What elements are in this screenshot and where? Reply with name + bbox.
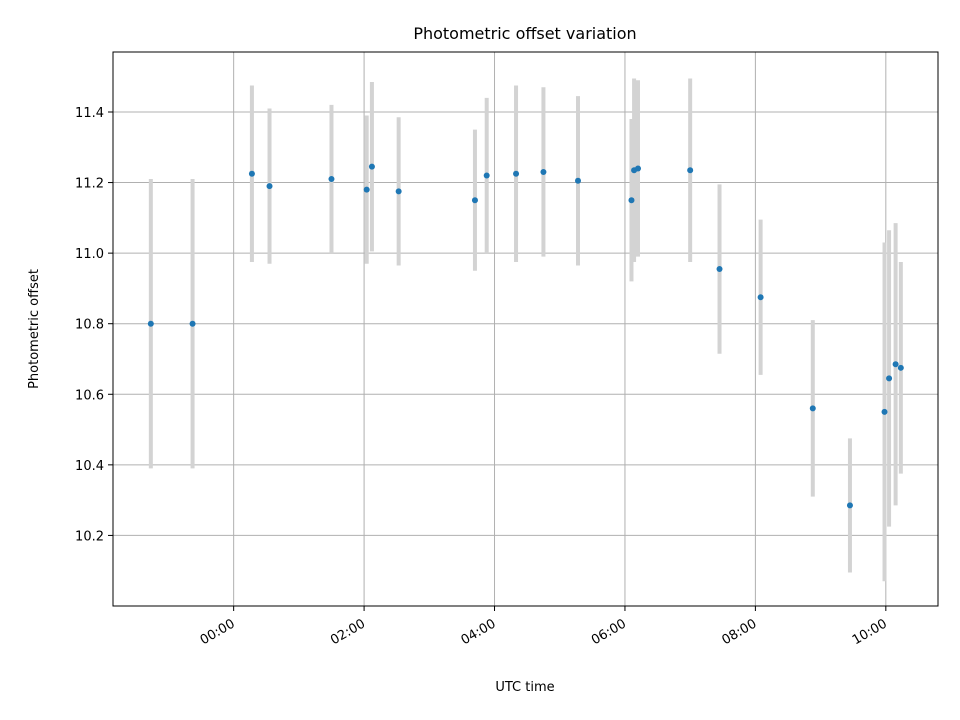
data-point [635, 165, 641, 172]
data-point [897, 364, 904, 371]
data-point [266, 183, 273, 190]
x-tick-label: 06:00 [589, 616, 629, 648]
data-point [471, 197, 478, 204]
data-point [189, 320, 196, 327]
data-point [575, 177, 581, 184]
y-tick-label: 11.4 [75, 106, 104, 121]
data-point [395, 188, 402, 195]
y-tick-label: 11.0 [75, 247, 104, 262]
x-tick-label: 00:00 [198, 616, 238, 648]
data-point [328, 176, 335, 183]
data-point [809, 405, 816, 412]
x-tick-label: 02:00 [328, 616, 368, 648]
data-point [363, 186, 370, 193]
data-point [886, 375, 893, 382]
data-point [846, 502, 853, 509]
data-point [368, 163, 375, 170]
x-tick-label: 10:00 [850, 616, 890, 648]
x-axis-label: UTC time [495, 680, 554, 695]
data-point [716, 266, 723, 273]
data-point [513, 170, 520, 177]
data-point [147, 320, 154, 327]
tick-layer: 10.2 10.4 10.6 10.8 11.0 11.2 11.4 00:00 02:00 04… [75, 106, 890, 648]
data-point [248, 170, 255, 177]
y-tick-label: 11.2 [75, 177, 104, 192]
y-tick-label: 10.8 [75, 318, 104, 333]
y-tick-label: 10.2 [75, 529, 104, 544]
data-point [687, 167, 694, 174]
data-point [540, 168, 547, 175]
y-tick-label: 10.6 [75, 388, 104, 403]
x-tick-label: 04:00 [459, 616, 499, 648]
plot-frame [112, 51, 939, 607]
x-tick-label: 08:00 [719, 616, 759, 648]
data-point [892, 361, 899, 368]
data-point [757, 294, 764, 301]
point-layer [147, 163, 904, 509]
data-point [628, 197, 635, 204]
y-axis-label: Photometric offset [27, 269, 42, 389]
chart-title: Photometric offset variation [413, 24, 636, 43]
errorbar-layer [148, 78, 903, 582]
data-point [881, 408, 888, 415]
data-point [483, 172, 490, 179]
y-tick-label: 10.4 [75, 459, 104, 474]
